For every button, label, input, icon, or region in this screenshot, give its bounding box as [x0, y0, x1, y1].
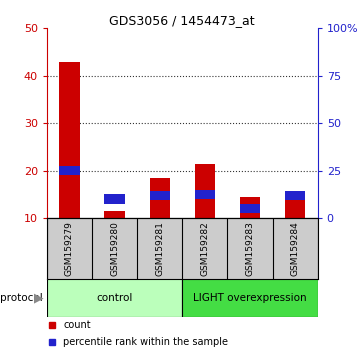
Text: protocol: protocol	[0, 293, 43, 303]
Bar	[149, 178, 170, 218]
Bar	[59, 62, 80, 218]
Bar	[104, 211, 125, 218]
Bar	[182, 279, 318, 316]
Text: control: control	[96, 293, 133, 303]
Text: GSM159284: GSM159284	[291, 221, 300, 276]
Text: GSM159283: GSM159283	[245, 221, 255, 276]
Text: GSM159280: GSM159280	[110, 221, 119, 276]
Text: ▶: ▶	[34, 291, 44, 304]
Bar	[240, 204, 260, 213]
Text: GSM159282: GSM159282	[200, 221, 209, 276]
Text: LIGHT overexpression: LIGHT overexpression	[193, 293, 307, 303]
Text: GSM159279: GSM159279	[65, 221, 74, 276]
Text: count: count	[63, 320, 91, 330]
Bar	[195, 164, 215, 218]
Bar	[195, 190, 215, 199]
Bar	[59, 166, 80, 176]
Bar	[285, 191, 305, 200]
Bar	[285, 194, 305, 218]
Bar	[104, 194, 125, 204]
Title: GDS3056 / 1454473_at: GDS3056 / 1454473_at	[109, 14, 255, 27]
Bar	[149, 191, 170, 200]
Bar	[47, 279, 182, 316]
Text: GSM159281: GSM159281	[155, 221, 164, 276]
Bar	[240, 197, 260, 218]
Text: percentile rank within the sample: percentile rank within the sample	[63, 337, 228, 347]
